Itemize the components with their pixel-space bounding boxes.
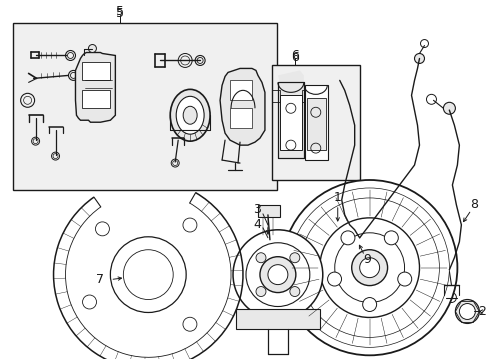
Circle shape bbox=[327, 272, 341, 286]
Circle shape bbox=[256, 287, 265, 297]
Text: 3: 3 bbox=[252, 203, 261, 216]
Bar bbox=[306, 98, 325, 150]
Circle shape bbox=[454, 300, 478, 323]
Text: 1: 1 bbox=[333, 192, 341, 204]
Text: 6: 6 bbox=[290, 51, 298, 64]
Polygon shape bbox=[229, 108, 251, 128]
Polygon shape bbox=[304, 85, 327, 160]
Ellipse shape bbox=[170, 89, 210, 141]
Text: 2: 2 bbox=[477, 305, 486, 318]
Bar bbox=[258, 205, 279, 217]
Polygon shape bbox=[220, 68, 264, 145]
Text: 9: 9 bbox=[363, 253, 371, 266]
Bar bbox=[236, 310, 319, 329]
Text: 6: 6 bbox=[290, 49, 298, 62]
Ellipse shape bbox=[176, 96, 203, 134]
Text: 7: 7 bbox=[96, 273, 104, 286]
Text: 8: 8 bbox=[469, 198, 477, 211]
Circle shape bbox=[458, 303, 474, 319]
Ellipse shape bbox=[183, 106, 197, 124]
Circle shape bbox=[351, 250, 387, 285]
Bar bbox=[279, 95, 301, 150]
Bar bbox=[13, 23, 276, 190]
Bar bbox=[301, 90, 309, 102]
Text: 4: 4 bbox=[252, 218, 261, 231]
Circle shape bbox=[233, 230, 322, 319]
Text: 5: 5 bbox=[116, 7, 124, 20]
Polygon shape bbox=[75, 53, 115, 122]
Bar bbox=[82, 90, 110, 108]
Circle shape bbox=[281, 180, 456, 355]
Circle shape bbox=[414, 54, 424, 63]
Circle shape bbox=[359, 258, 379, 278]
Bar bbox=[82, 62, 110, 80]
Circle shape bbox=[384, 231, 398, 245]
Circle shape bbox=[267, 265, 287, 285]
Circle shape bbox=[362, 298, 376, 311]
Circle shape bbox=[289, 287, 299, 297]
Circle shape bbox=[397, 272, 411, 286]
Bar bbox=[271, 90, 279, 102]
Circle shape bbox=[256, 253, 265, 263]
Circle shape bbox=[260, 257, 295, 293]
Polygon shape bbox=[229, 80, 251, 100]
Circle shape bbox=[289, 253, 299, 263]
Text: 5: 5 bbox=[116, 5, 124, 18]
Circle shape bbox=[443, 102, 454, 114]
Circle shape bbox=[88, 45, 96, 53]
Circle shape bbox=[340, 231, 354, 245]
Polygon shape bbox=[277, 82, 303, 158]
Bar bbox=[271, 66, 359, 180]
Polygon shape bbox=[277, 71, 303, 160]
